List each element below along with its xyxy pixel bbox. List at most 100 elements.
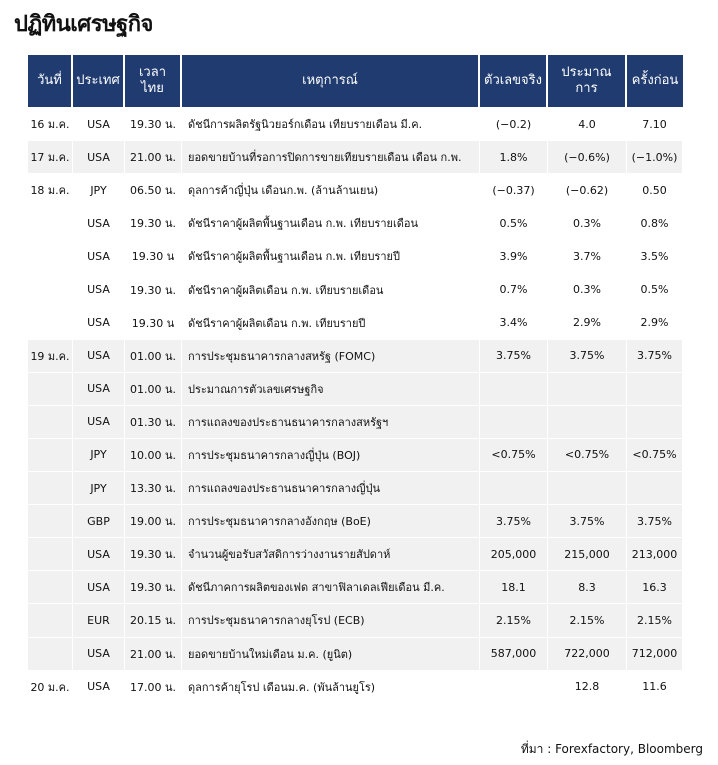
previous-cell: 7.10 (627, 108, 683, 141)
forecast-cell: 2.9% (548, 306, 627, 339)
country-cell: USA (73, 207, 125, 240)
previous-cell: 712,000 (627, 637, 683, 670)
empty-cell (28, 438, 73, 472)
country-cell: USA (73, 571, 125, 604)
event-cell: การประชุมธนาคารกลางอังกฤษ (BoE) (182, 505, 480, 538)
event-cell: ดัชนีราคาผู้ผลิตเดือน ก.พ. เทียบรายเดือน (182, 273, 480, 306)
actual-cell: 18.1 (480, 571, 548, 604)
actual-cell: <0.75% (480, 438, 548, 472)
actual-cell: 2.15% (480, 604, 548, 637)
empty-cell (28, 306, 73, 339)
table-row: JPY 10.00 น. การประชุมธนาคารกลางญี่ปุ่น (B… (28, 437, 683, 472)
previous-cell: 0.5% (627, 273, 683, 306)
time-cell: 21.00 น. (125, 141, 182, 174)
date-cell: 20 ม.ค. (28, 670, 73, 703)
empty-cell (480, 472, 548, 505)
empty-cell (548, 405, 627, 438)
previous-cell: 0.8% (627, 207, 683, 240)
actual-cell: 3.9% (480, 240, 548, 273)
forecast-cell: (−0.6%) (548, 141, 627, 174)
country-cell: GBP (73, 505, 125, 538)
previous-cell: 11.6 (627, 670, 683, 703)
table-body: 16 ม.ค. USA 19.30 น. ดัชนีการผลิตรัฐนิวยอร์… (28, 107, 683, 703)
table-row: USA 19.30 น. ดัชนีราคาผู้ผลิตพื้นฐานเดือน … (28, 206, 683, 240)
time-cell: 17.00 น. (125, 670, 182, 703)
table-row: USA 19.30 นดัชนีราคาผู้ผลิตเดือน ก.พ. เที… (28, 305, 683, 339)
country-cell: USA (73, 405, 125, 438)
column-header: ครั้งก่อน (631, 72, 679, 88)
previous-cell: (−1.0%) (627, 141, 683, 174)
actual-cell: 205,000 (480, 538, 548, 571)
actual-cell: 3.75% (480, 505, 548, 538)
time-cell: 19.30 น (125, 306, 182, 339)
empty-cell (480, 405, 548, 438)
country-cell: USA (73, 306, 125, 339)
time-cell: 19.30 น. (125, 273, 182, 306)
empty-cell (28, 472, 73, 505)
country-cell: USA (73, 670, 125, 703)
empty-cell (627, 372, 683, 405)
country-cell: USA (73, 339, 125, 372)
date-cell: 17 ม.ค. (28, 141, 73, 174)
forecast-cell: 2.15% (548, 604, 627, 637)
forecast-cell: 4.0 (548, 108, 627, 141)
actual-cell: 1.8% (480, 141, 548, 174)
previous-cell: 3.5% (627, 240, 683, 273)
time-cell: 01.00 น. (125, 372, 182, 405)
forecast-cell: 0.3% (548, 207, 627, 240)
forecast-cell: (−0.62) (548, 174, 627, 207)
time-cell: 10.00 น. (125, 438, 182, 472)
country-cell: USA (73, 108, 125, 141)
country-cell: USA (73, 141, 125, 174)
country-cell: JPY (73, 174, 125, 207)
time-cell: 01.00 น. (125, 339, 182, 372)
table-row: 17 ม.ค. USA 21.00 น. ยอดขายบ้านที่รอการปิดก… (28, 140, 683, 174)
event-cell: ดัชนีราคาผู้ผลิตพื้นฐานเดือน ก.พ. เทียบร… (182, 207, 480, 240)
forecast-cell: 722,000 (548, 637, 627, 670)
country-cell: USA (73, 538, 125, 571)
previous-cell: 3.75% (627, 339, 683, 372)
table-row: USA 19.30 น. จำนวนผู้ขอรับสวัสดิการว่างงาน… (28, 537, 683, 571)
event-cell: ดัชนีการผลิตรัฐนิวยอร์กเดือน เทียบรายเดื… (182, 108, 480, 141)
event-cell: การแถลงของประธานธนาคารกลางญี่ปุ่น (182, 472, 480, 505)
previous-cell: 0.50 (627, 174, 683, 207)
country-cell: USA (73, 372, 125, 405)
time-cell: 19.30 น (125, 240, 182, 273)
calendar-table: วันที่ ประเทศ เวลาไทย เหตุการณ์ ตัวเลขจริง ปร… (28, 55, 683, 703)
previous-cell: 2.9% (627, 306, 683, 339)
previous-cell: 2.15% (627, 604, 683, 637)
empty-cell (28, 405, 73, 438)
time-cell: 19.30 น. (125, 571, 182, 604)
column-header: ตัวเลขจริง (480, 55, 548, 107)
page-title: ปฏิทินเศรษฐกิจ (14, 12, 153, 37)
event-cell: ดัชนีภาคการผลิตของเฟด สาขาฟิลาเดลเฟียเดื… (182, 571, 480, 604)
column-header: ประมาณการ (548, 55, 627, 107)
empty-cell (28, 207, 73, 240)
time-cell: 19.30 น. (125, 108, 182, 141)
table-row: 16 ม.ค. USA 19.30 น. ดัชนีการผลิตรัฐนิวยอร์… (28, 107, 683, 141)
actual-cell: (−0.2) (480, 108, 548, 141)
date-cell: 18 ม.ค. (28, 174, 73, 207)
actual-cell: 587,000 (480, 637, 548, 670)
table-row: USA 19.30 น. ดัชนีราคาผู้ผลิตเดือน ก.พ. เท… (28, 272, 683, 306)
event-cell: การประชุมธนาคารกลางญี่ปุ่น (BOJ) (182, 438, 480, 472)
table-row: USA 19.30 น. ดัชนีภาคการผลิตของเฟด สาขาฟิล… (28, 570, 683, 604)
table-row: USA 01.00 น. ประมาณการตัวเลขเศรษฐกิจ (28, 371, 683, 405)
time-cell: 20.15 น. (125, 604, 182, 637)
time-cell: 06.50 น. (125, 174, 182, 207)
previous-cell: 213,000 (627, 538, 683, 571)
empty-cell (28, 372, 73, 405)
actual-cell: 3.75% (480, 339, 548, 372)
forecast-cell: 0.3% (548, 273, 627, 306)
empty-cell (28, 240, 73, 273)
empty-cell (548, 472, 627, 505)
empty-cell (28, 571, 73, 604)
table-row: 20 ม.ค. USA 17.00 น. ดุลการค้ายุโรป เดือนม.… (28, 669, 683, 703)
table-row: JPY 13.30 น. การแถลงของประธานธนาคารกลางญี่… (28, 471, 683, 505)
table-row: USA 19.30 นดัชนีราคาผู้ผลิตพื้นฐานเดือน ก… (28, 239, 683, 273)
forecast-cell: <0.75% (548, 438, 627, 472)
forecast-cell: 3.75% (548, 339, 627, 372)
empty-cell (28, 273, 73, 306)
event-cell: ดุลการค้าญี่ปุ่น เดือนก.พ. (ล้านล้านเยน) (182, 174, 480, 207)
